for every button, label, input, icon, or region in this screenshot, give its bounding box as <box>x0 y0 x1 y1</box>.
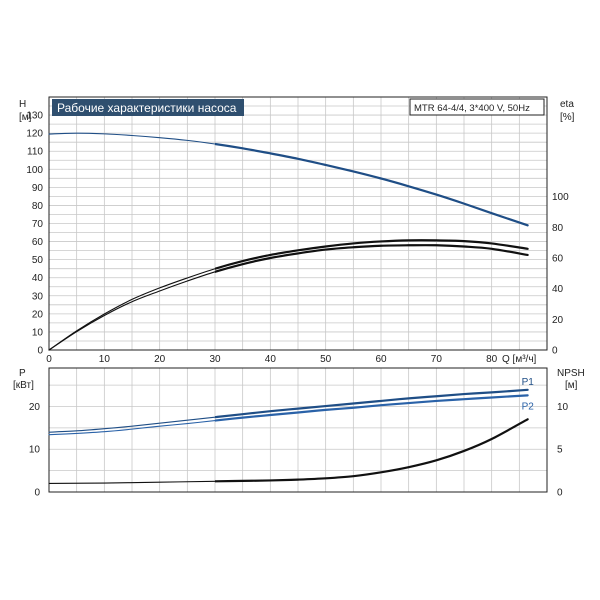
top-panel-grid <box>49 97 547 350</box>
y-tick-label-left: 30 <box>32 291 44 302</box>
x-tick-label: 70 <box>431 354 443 365</box>
chart-series: P1 P2 <box>48 132 535 484</box>
y-tick-label-right: 0 <box>552 346 558 357</box>
top-ylabel-right-unit: [%] <box>560 112 575 123</box>
y-tick-label-left: 10 <box>32 327 44 338</box>
x-tick-label: 50 <box>320 354 332 365</box>
x-axis-label: Q [м³/ч] <box>502 354 537 365</box>
y-tick-label-left: 20 <box>29 402 41 413</box>
bottom-ylabel-left-unit: [кВт] <box>13 380 34 391</box>
tick-labels: 0102030405060708090100110120130020406080… <box>26 111 569 499</box>
bottom-ylabel-right: NPSH <box>557 368 585 379</box>
x-tick-label: 30 <box>209 354 221 365</box>
y-tick-label-right: 80 <box>552 223 564 234</box>
x-tick-label: 10 <box>99 354 111 365</box>
bottom-panel-grid <box>49 368 547 492</box>
title-box <box>52 99 244 116</box>
x-tick-label: 40 <box>265 354 277 365</box>
efficiency-curve-line-bold <box>215 244 529 273</box>
power-curve-p1-line-bold <box>215 388 529 419</box>
model-box <box>409 98 545 116</box>
x-tick-label: 80 <box>486 354 498 365</box>
y-tick-label-left: 100 <box>26 165 43 176</box>
y-tick-label-right: 0 <box>557 488 563 499</box>
y-tick-label-left: 0 <box>34 488 40 499</box>
head-curve-line-bold <box>215 142 529 227</box>
bottom-ylabel-left: P <box>19 368 26 379</box>
y-tick-label-right: 5 <box>557 445 563 456</box>
y-tick-label-left: 80 <box>32 201 44 212</box>
y-tick-label-right: 60 <box>552 254 564 265</box>
y-tick-label-right: 20 <box>552 315 564 326</box>
y-tick-label-left: 130 <box>26 111 43 122</box>
chart-subtitle: MTR 64-4/4, 3*400 V, 50Hz <box>414 103 530 114</box>
top-ylabel-left-unit: [м] <box>19 112 32 123</box>
chart-title: Рабочие характеристики насоса <box>57 101 237 115</box>
x-tick-label: 60 <box>375 354 387 365</box>
top-panel-frame <box>48 96 548 351</box>
power-curve-p2-line-bold <box>215 394 529 422</box>
y-tick-label-left: 10 <box>29 445 41 456</box>
y-tick-label-left: 0 <box>37 346 43 357</box>
top-ylabel-right: eta <box>560 99 574 110</box>
top-ylabel-left: H <box>19 99 26 110</box>
y-tick-label-right: 100 <box>552 192 569 203</box>
x-tick-label: 20 <box>154 354 166 365</box>
efficiency-curve-line-bold <box>215 239 529 270</box>
y-tick-label-left: 60 <box>32 237 44 248</box>
series-label: P1 <box>522 377 535 388</box>
y-tick-label-left: 70 <box>32 219 44 230</box>
series-label: P2 <box>522 401 535 412</box>
y-tick-label-left: 90 <box>32 183 44 194</box>
y-tick-label-right: 40 <box>552 284 564 295</box>
y-tick-label-left: 50 <box>32 255 44 266</box>
y-tick-label-left: 120 <box>26 129 43 140</box>
y-tick-label-right: 10 <box>557 402 569 413</box>
y-tick-label-left: 20 <box>32 309 44 320</box>
npsh-curve-line-bold <box>215 418 529 483</box>
bottom-ylabel-right-unit: [м] <box>565 380 578 391</box>
x-tick-label: 0 <box>46 354 52 365</box>
y-tick-label-left: 40 <box>32 273 44 284</box>
y-tick-label-left: 110 <box>27 147 43 158</box>
bottom-panel-frame <box>48 367 548 493</box>
